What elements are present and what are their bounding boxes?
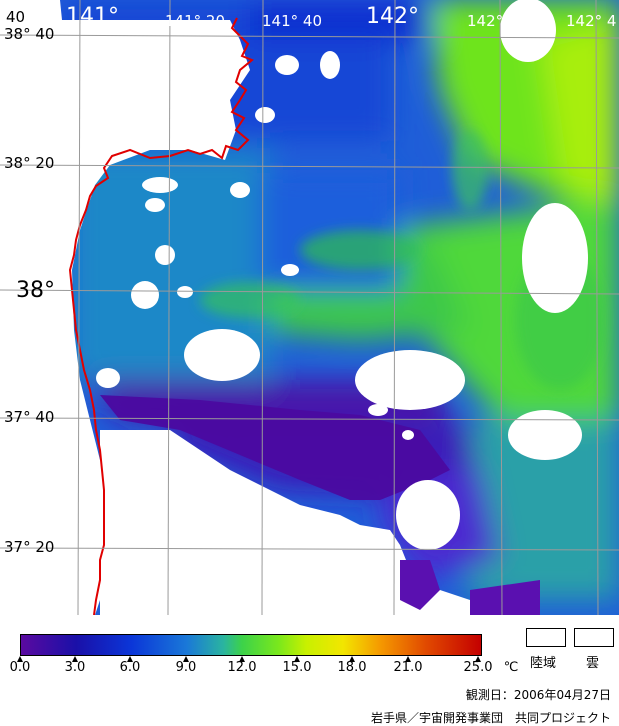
lat-label-37-20: 37° 20 bbox=[4, 538, 55, 556]
colorbar-tick-mark bbox=[405, 656, 411, 662]
colorbar-tick-mark bbox=[183, 656, 189, 662]
land-legend-swatch bbox=[526, 628, 566, 647]
lon-label-142-40: 142° 4 bbox=[566, 12, 617, 30]
land-legend-label: 陸域 bbox=[530, 656, 557, 671]
cloud-legend-swatch bbox=[574, 628, 614, 647]
lon-label-142-20: 142° 20 bbox=[467, 12, 527, 30]
credit-text: 岩手県／宇宙開発事業団 共同プロジェクト bbox=[370, 711, 611, 725]
lon-label-141: 141° bbox=[66, 4, 119, 29]
corner-label: 40 bbox=[6, 8, 26, 26]
colorbar-tick-label: 3.0 bbox=[64, 660, 86, 675]
colorbar-tick-mark bbox=[72, 656, 78, 662]
colorbar-tick-mark bbox=[127, 656, 133, 662]
colorbar-tick-mark bbox=[349, 656, 355, 662]
graticule bbox=[0, 0, 619, 615]
colorbar-tick-label: 9.0 bbox=[175, 660, 197, 675]
observation-date: 観測日：2006年04月27日 bbox=[465, 688, 611, 702]
colorbar-tick-label: 6.0 bbox=[119, 660, 141, 675]
colorbar-tick-mark bbox=[17, 656, 23, 662]
lon-label-142: 142° bbox=[366, 4, 419, 29]
lon-label-141-20: 141° 20 bbox=[165, 12, 225, 30]
sst-map bbox=[0, 0, 619, 615]
colorbar-tick-label: 18.0 bbox=[337, 660, 367, 675]
colorbar-tick-label: 0.0 bbox=[9, 660, 31, 675]
colorbar-tick-label: 25.0 bbox=[463, 660, 493, 675]
lat-label-38-20: 38° 20 bbox=[4, 154, 55, 172]
cloud-legend-label: 雲 bbox=[586, 656, 600, 671]
lat-label-38: 38° bbox=[16, 278, 55, 303]
colorbar-tick-label: 15.0 bbox=[282, 660, 312, 675]
colorbar-tick-mark bbox=[294, 656, 300, 662]
colorbar-tick-label: 12.0 bbox=[227, 660, 257, 675]
colorbar-tick-label: 21.0 bbox=[393, 660, 423, 675]
land-area bbox=[0, 0, 250, 615]
temperature-colorbar bbox=[20, 634, 482, 656]
lat-label-38-40: 38° 40 bbox=[4, 25, 55, 43]
lat-label-37-40: 37° 40 bbox=[4, 408, 55, 426]
colorbar-unit: ℃ bbox=[503, 660, 519, 675]
lon-label-141-40: 141° 40 bbox=[262, 12, 322, 30]
colorbar-tick-mark bbox=[475, 656, 481, 662]
colorbar-tick-mark bbox=[239, 656, 245, 662]
no-data-area bbox=[100, 430, 470, 615]
coastline bbox=[68, 17, 254, 615]
